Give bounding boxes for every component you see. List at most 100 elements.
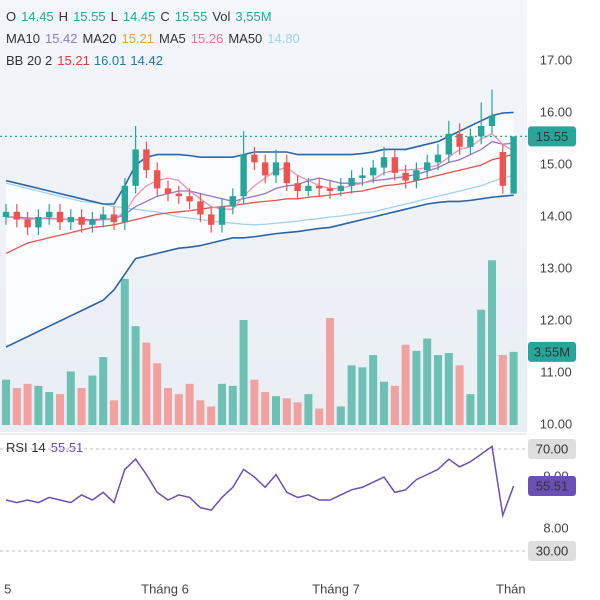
y-tick-label: 17.00 xyxy=(540,52,573,67)
rsi-level-box xyxy=(528,541,576,561)
volume-bar xyxy=(2,379,10,425)
candle-body xyxy=(67,217,74,223)
candle-body xyxy=(510,136,517,194)
volume-bar xyxy=(77,387,86,425)
volume-bar xyxy=(23,383,32,425)
candle-body xyxy=(370,167,377,176)
legend-item: 15.21 xyxy=(121,31,154,46)
candle-body xyxy=(164,188,172,194)
candle-body xyxy=(359,175,366,178)
volume-bar xyxy=(401,344,410,425)
y-tick-label: 11.00 xyxy=(540,364,572,379)
indicator-line xyxy=(5,111,514,205)
y-tick-label: 13.00 xyxy=(540,260,573,275)
legend-item: MA20 xyxy=(83,31,117,46)
volume-bar xyxy=(455,365,464,425)
volume-bar xyxy=(509,351,518,425)
volume-bar xyxy=(185,383,194,425)
volume-bar xyxy=(120,278,129,425)
candle-body xyxy=(186,196,193,202)
x-tick-label: Tháng 6 xyxy=(141,581,189,596)
candle-body xyxy=(456,133,463,147)
indicator-line xyxy=(5,153,514,254)
volume-bar xyxy=(88,375,97,425)
candle-body xyxy=(348,178,355,186)
volume-bar xyxy=(444,352,453,425)
candle-body xyxy=(316,185,323,189)
candle-body xyxy=(208,214,215,225)
candle-body xyxy=(424,162,431,171)
legend-item: BB 20 2 xyxy=(6,53,52,68)
last-price-box xyxy=(528,126,576,147)
candle-body xyxy=(402,172,409,181)
candle-body xyxy=(89,219,96,225)
candle-body xyxy=(100,214,107,220)
volume-bar xyxy=(488,260,496,425)
volume-bar xyxy=(218,383,226,425)
last-volume-box xyxy=(528,341,576,362)
volume-bar xyxy=(315,408,324,425)
candle-body xyxy=(305,185,312,191)
rsi-last-label: 55.51 xyxy=(536,478,569,493)
candle-body xyxy=(121,185,128,223)
candle-body xyxy=(229,196,236,207)
candle-body xyxy=(294,183,301,191)
volume-bar xyxy=(153,363,162,425)
candle-body xyxy=(467,136,474,147)
volume-bar xyxy=(369,355,378,425)
candle-body xyxy=(218,206,226,225)
legend-item: L xyxy=(111,9,118,24)
indicator-line xyxy=(5,174,514,226)
y-tick-label: 10.00 xyxy=(540,416,573,431)
volume-bar xyxy=(304,394,313,425)
plot-area xyxy=(0,89,527,552)
candle-body xyxy=(262,162,269,176)
volume-bar xyxy=(380,381,388,425)
legend-item: MA50 xyxy=(228,31,262,46)
y-tick-label: 8.00 xyxy=(543,520,568,535)
volume-bar xyxy=(228,385,237,425)
volume-bar xyxy=(423,338,432,425)
legend-line: BB 20 2 15.21 16.01 14.42 xyxy=(6,53,163,68)
rsi-level-label: 30.00 xyxy=(536,543,569,558)
candle-body xyxy=(434,154,442,163)
legend: O 14.45 H 15.55 L 14.45 C 15.55 Vol 3,55M MA10 15.4… xyxy=(6,9,300,68)
volume-bar xyxy=(110,400,118,425)
legend-item: MA5 xyxy=(159,31,186,46)
volume-bar xyxy=(358,367,367,425)
candle-body xyxy=(78,217,85,225)
volume-bar xyxy=(45,392,54,425)
candle-body xyxy=(283,162,290,184)
volume-bar xyxy=(390,385,399,425)
volume-bar xyxy=(272,396,280,425)
candle-body xyxy=(380,157,388,168)
volume-bar xyxy=(466,394,475,425)
volume-bar xyxy=(207,406,216,425)
volume-bar xyxy=(498,355,507,425)
candle-body xyxy=(478,126,485,137)
rsi-last-box xyxy=(528,475,576,496)
legend-item: 14.45 xyxy=(123,9,156,24)
legend-item: H xyxy=(59,9,68,24)
candle-body xyxy=(56,211,64,223)
candle-body xyxy=(46,211,53,217)
volume-bar xyxy=(477,309,486,425)
volume-bar xyxy=(174,394,183,425)
candle-body xyxy=(2,211,10,217)
rsi-line xyxy=(5,445,515,519)
legend-item: 14.45 xyxy=(21,9,54,24)
candle-body xyxy=(488,115,496,126)
volume-bar xyxy=(99,357,108,425)
legend-item: 15.55 xyxy=(175,9,208,24)
volume-bar xyxy=(250,379,259,425)
candle-body xyxy=(35,217,42,228)
volume-bar xyxy=(347,365,356,425)
candle-body xyxy=(326,188,334,191)
last-price-label: 15.55 xyxy=(536,129,569,144)
legend-line: O 14.45 H 15.55 L 14.45 C 15.55 Vol 3,55M xyxy=(6,9,272,24)
volume-bar xyxy=(412,350,421,425)
volume-bar xyxy=(131,326,140,425)
y-tick-label: 15.00 xyxy=(540,156,573,171)
legend-item: 15.21 xyxy=(57,53,89,68)
